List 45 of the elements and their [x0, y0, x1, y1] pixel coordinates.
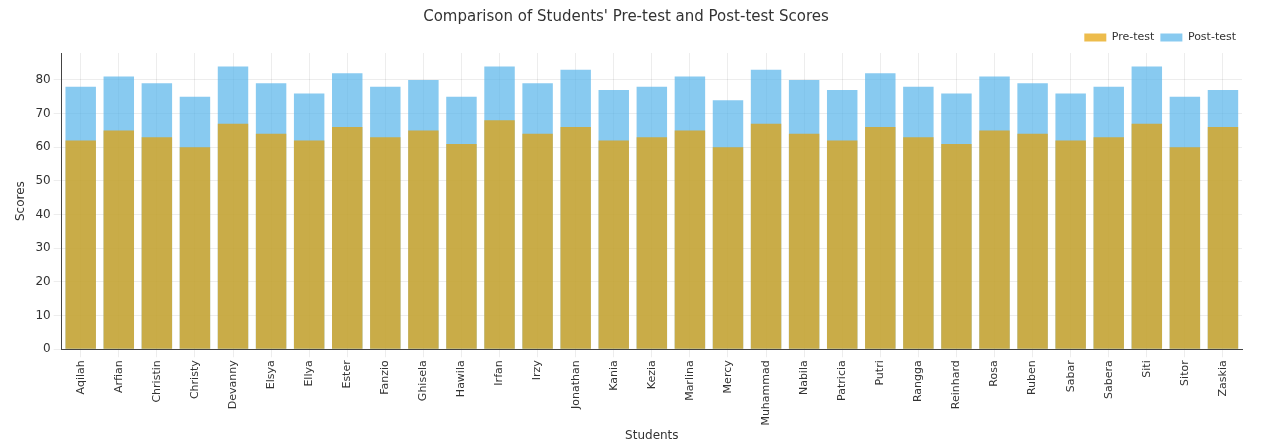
x-tick-label: Reinhard — [949, 360, 963, 410]
x-axis-title: Students — [625, 427, 679, 442]
legend-label: Pre-test — [1111, 30, 1156, 44]
x-tick-label: Muhammad — [758, 360, 772, 426]
x-tick-label: Ruben — [1025, 360, 1039, 396]
chart-title: Comparison of Students' Pre-test and Post-test Scores — [423, 6, 829, 25]
x-tick-label: Ester — [340, 359, 354, 389]
x-tick-label: Sabera — [1101, 360, 1115, 400]
y-tick-label: 0 — [43, 341, 51, 356]
x-tick-label: Marlina — [682, 360, 696, 401]
x-tick-label: Devanny — [225, 359, 239, 410]
x-tick-label: Kezia — [644, 360, 658, 390]
y-tick-label: 10 — [35, 307, 51, 322]
x-tick-label: Putri — [873, 360, 887, 386]
x-tick-label: Patricia — [835, 360, 849, 401]
x-tick-label: Kania — [606, 360, 620, 391]
x-tick-label: Mercy — [720, 359, 734, 394]
x-tick-label: Hawila — [454, 360, 468, 398]
x-tick-label: Irzy — [530, 359, 544, 381]
x-tick-label: Nabila — [796, 360, 810, 396]
y-tick-label: 70 — [35, 105, 51, 120]
y-tick-label: 40 — [35, 206, 51, 221]
y-tick-label: 30 — [35, 240, 51, 255]
x-tick-label: Christin — [149, 360, 163, 403]
x-tick-label: Siti — [1139, 360, 1153, 378]
legend-label: Post-test — [1187, 30, 1237, 44]
y-axis-title: Scores — [13, 181, 28, 222]
x-tick-label: Elsya — [263, 360, 277, 390]
x-tick-label: Irfan — [492, 360, 506, 386]
x-tick-label: Christy — [187, 359, 201, 400]
y-tick-label: 50 — [35, 173, 51, 188]
x-tick-label: Sabar — [1063, 359, 1077, 393]
x-tick-label: Fanzio — [378, 360, 392, 395]
x-tick-label: Jonathan — [568, 360, 582, 410]
x-tick-label: Sitor — [1177, 359, 1191, 386]
y-tick-label: 80 — [35, 72, 51, 87]
x-tick-label: Ellya — [302, 360, 316, 387]
x-tick-label: Rangga — [911, 360, 925, 403]
x-tick-label: Aqilah — [73, 360, 87, 395]
y-tick-label: 60 — [35, 139, 51, 154]
x-tick-label: Ghisela — [416, 360, 430, 402]
y-tick-label: 20 — [35, 274, 51, 289]
x-tick-label: Arfian — [111, 360, 125, 393]
x-tick-label: Zaskia — [1215, 360, 1229, 397]
x-tick-label: Rosa — [987, 360, 1001, 387]
